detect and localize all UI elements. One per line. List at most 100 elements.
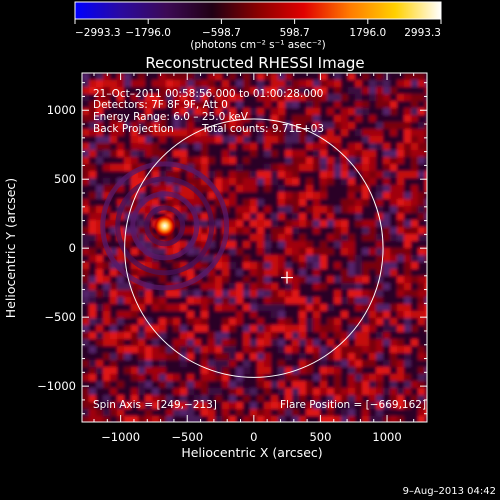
noise-cell	[229, 185, 237, 193]
noise-cell	[313, 94, 321, 102]
noise-cell	[397, 108, 405, 116]
noise-cell	[250, 297, 258, 305]
noise-cell	[243, 220, 251, 228]
noise-cell	[362, 269, 370, 277]
noise-cell	[208, 150, 216, 158]
noise-cell	[82, 311, 90, 319]
noise-cell	[404, 276, 412, 284]
noise-cell	[201, 255, 209, 263]
noise-cell	[96, 157, 104, 165]
noise-cell	[103, 318, 111, 326]
noise-cell	[404, 416, 412, 422]
noise-cell	[306, 360, 314, 368]
flare-ring	[144, 205, 186, 247]
noise-cell	[348, 353, 356, 361]
noise-cell	[117, 164, 125, 172]
noise-cell	[285, 311, 293, 319]
noise-cell	[131, 269, 139, 277]
noise-cell	[397, 409, 405, 417]
noise-cell	[355, 199, 363, 207]
noise-cell	[383, 402, 391, 410]
colorbar-unit-label: (photons cm⁻² s⁻¹ asec⁻²)	[190, 39, 325, 51]
noise-cell	[383, 381, 391, 389]
noise-cell	[159, 73, 167, 81]
noise-cell	[243, 332, 251, 340]
noise-cell	[124, 101, 132, 109]
noise-cell	[334, 346, 342, 354]
noise-cell	[376, 241, 384, 249]
noise-cell	[299, 80, 307, 88]
noise-cell	[285, 283, 293, 291]
noise-cell	[369, 388, 377, 396]
noise-cell	[187, 80, 195, 88]
noise-cell	[82, 213, 90, 221]
noise-cell	[404, 395, 412, 403]
noise-cell	[145, 276, 153, 284]
noise-cell	[313, 269, 321, 277]
noise-cell	[145, 129, 153, 137]
noise-cell	[173, 164, 181, 172]
noise-cell	[166, 234, 174, 242]
noise-cell	[229, 353, 237, 361]
noise-cell	[82, 304, 90, 312]
noise-cell	[425, 157, 427, 165]
noise-cell	[201, 339, 209, 347]
noise-cell	[313, 255, 321, 263]
noise-cell	[355, 374, 363, 382]
noise-cell	[341, 171, 349, 179]
noise-cell	[320, 185, 328, 193]
noise-cell	[250, 262, 258, 270]
noise-cell	[376, 402, 384, 410]
noise-cell	[208, 332, 216, 340]
noise-cell	[201, 136, 209, 144]
noise-cell	[124, 283, 132, 291]
noise-cell	[215, 115, 223, 123]
noise-cell	[390, 395, 398, 403]
noise-cell	[285, 220, 293, 228]
noise-cell	[138, 332, 146, 340]
noise-cell	[257, 241, 265, 249]
noise-cell	[243, 339, 251, 347]
noise-cell	[215, 94, 223, 102]
noise-cell	[173, 276, 181, 284]
noise-cell	[124, 416, 132, 422]
noise-cell	[131, 73, 139, 81]
noise-cell	[292, 395, 300, 403]
noise-cell	[222, 381, 230, 389]
noise-cell	[82, 115, 90, 123]
noise-cell	[383, 108, 391, 116]
noise-cell	[299, 122, 307, 130]
noise-cell	[390, 185, 398, 193]
noise-cell	[152, 297, 160, 305]
noise-cell	[264, 290, 272, 298]
noise-cell	[369, 346, 377, 354]
noise-cell	[89, 416, 97, 422]
noise-cell	[397, 227, 405, 235]
noise-cell	[152, 353, 160, 361]
noise-cell	[250, 374, 258, 382]
noise-cell	[362, 80, 370, 88]
noise-cell	[124, 115, 132, 123]
noise-cell	[257, 276, 265, 284]
noise-cell	[292, 220, 300, 228]
noise-cell	[166, 388, 174, 396]
noise-cell	[264, 171, 272, 179]
noise-cell	[285, 157, 293, 165]
noise-cell	[411, 213, 419, 221]
noise-cell	[243, 346, 251, 354]
noise-cell	[341, 136, 349, 144]
noise-cell	[187, 367, 195, 375]
noise-cell	[313, 381, 321, 389]
noise-cell	[145, 297, 153, 305]
noise-cell	[376, 262, 384, 270]
noise-cell	[229, 199, 237, 207]
noise-cell	[110, 73, 118, 81]
noise-cell	[194, 80, 202, 88]
noise-cell	[166, 115, 174, 123]
noise-cell	[306, 87, 314, 95]
noise-cell	[215, 304, 223, 312]
noise-cell	[145, 241, 153, 249]
noise-cell	[138, 206, 146, 214]
noise-cell	[131, 122, 139, 130]
noise-cell	[250, 241, 258, 249]
